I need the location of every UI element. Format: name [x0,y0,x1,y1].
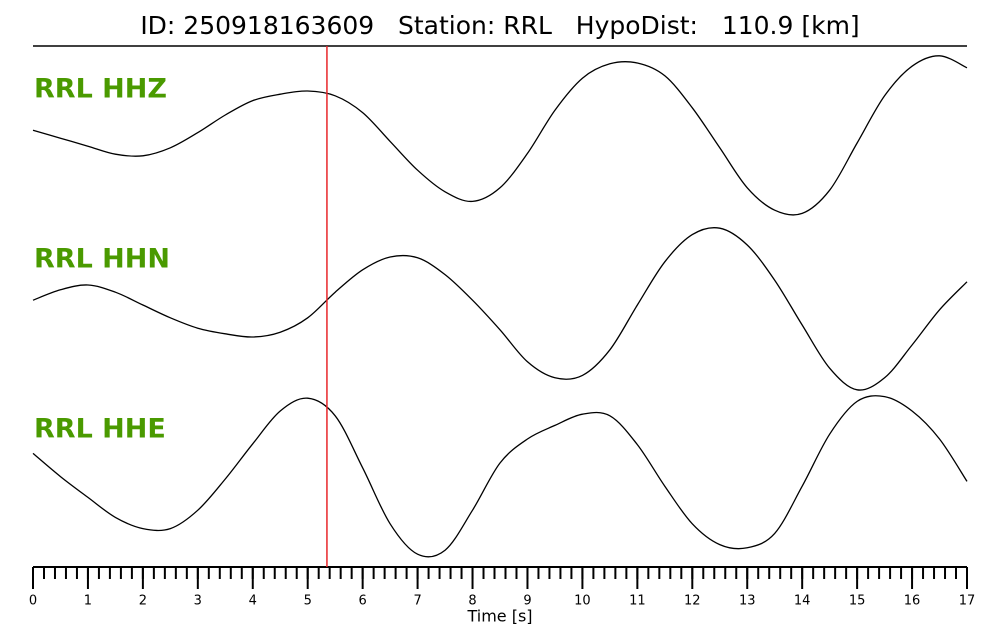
x-tick-label: 1 [84,594,92,609]
x-tick-label: 2 [139,594,147,609]
x-tick-label: 14 [794,594,811,609]
trace [32,395,968,558]
x-tick-label: 5 [304,594,312,609]
trace-label: RRL HHE [34,414,166,445]
x-tick-label: 4 [249,594,257,609]
x-tick-label: 8 [468,594,476,609]
x-tick-label: 6 [359,594,367,609]
x-tick-label: 16 [904,594,921,609]
x-tick-label: 9 [523,594,531,609]
x-tick-label: 10 [574,594,591,609]
trace-label: RRL HHZ [34,74,167,105]
chart-title: ID: 250918163609 Station: RRL HypoDist: … [140,11,859,40]
x-tick-label: 17 [959,594,976,609]
x-tick-label: 13 [739,594,756,609]
x-tick-label: 11 [629,594,646,609]
x-tick-label: 0 [29,594,37,609]
x-axis-label: Time [s] [466,607,532,626]
trace [32,55,968,216]
x-tick-label: 3 [194,594,202,609]
trace-label: RRL HHN [34,244,170,275]
x-tick-label: 7 [413,594,421,609]
x-tick-label: 15 [849,594,866,609]
x-tick-label: 12 [684,594,701,609]
trace [32,227,968,391]
